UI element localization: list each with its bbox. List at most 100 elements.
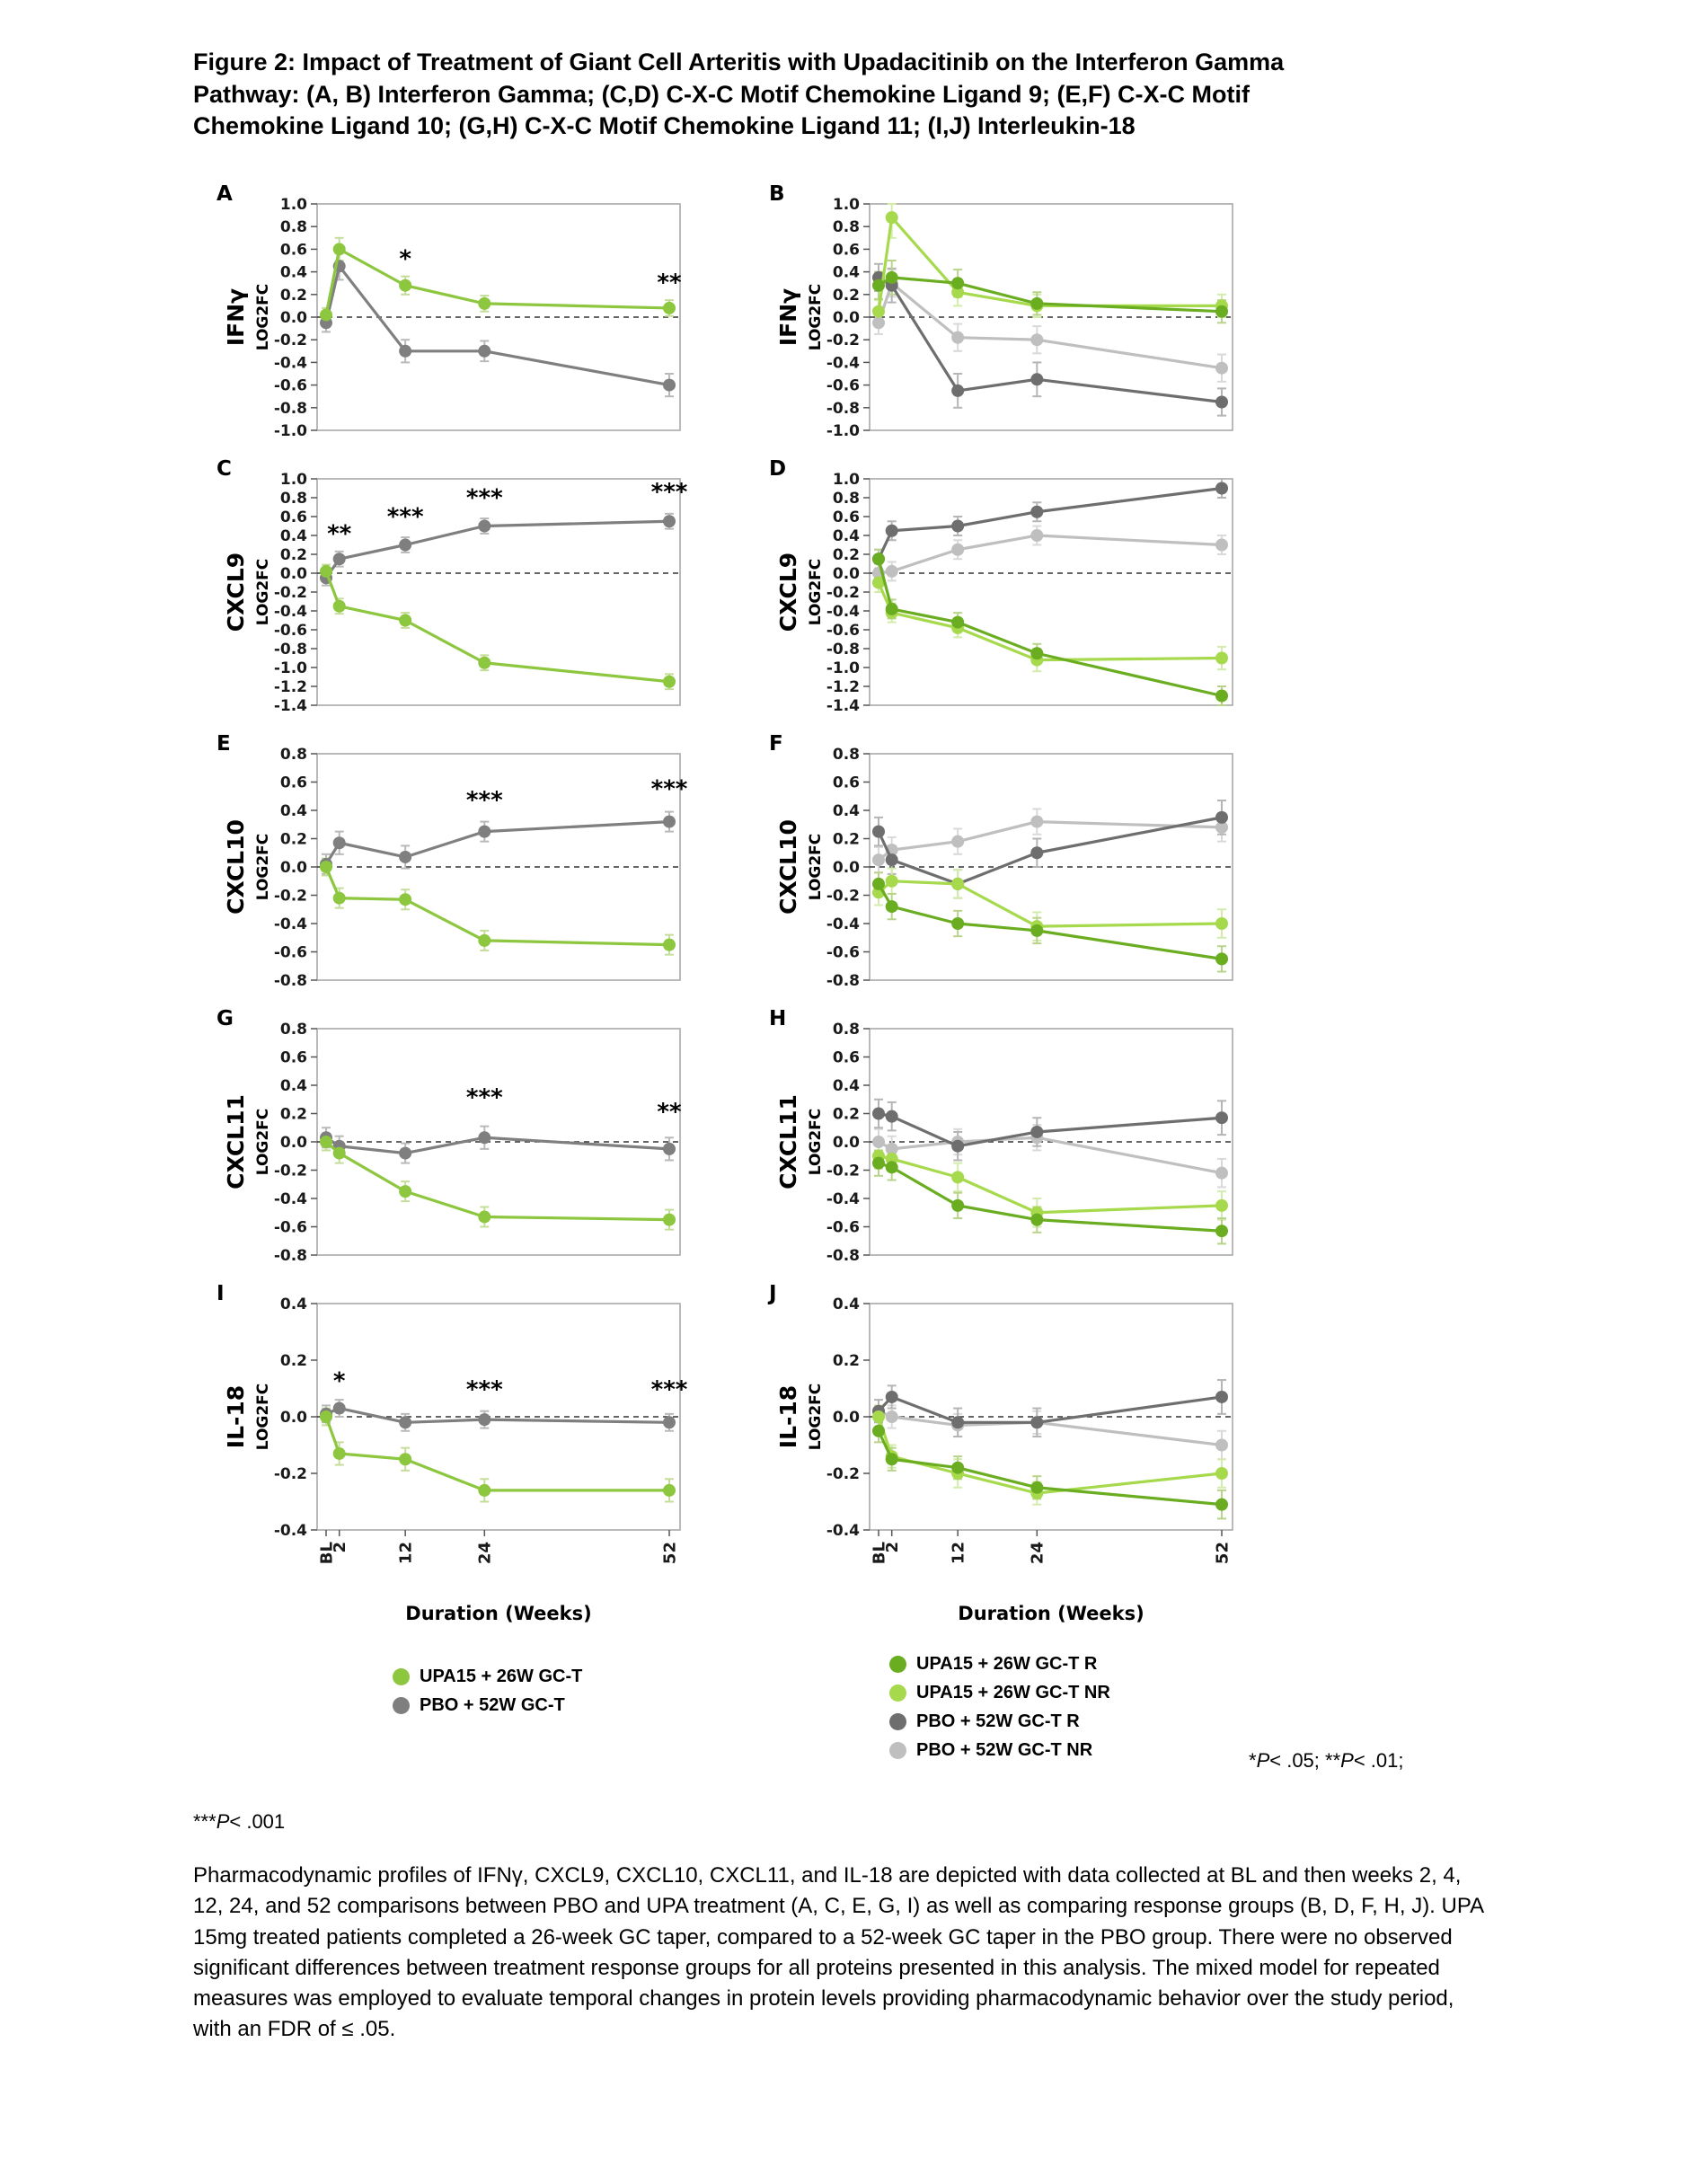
svg-text:BL: BL [317, 1542, 336, 1564]
svg-text:0.2: 0.2 [280, 546, 307, 564]
legend-item-pbo: PBO + 52W GC-T [393, 1695, 582, 1716]
svg-text:0.4: 0.4 [280, 1077, 307, 1095]
svg-text:0.6: 0.6 [280, 1048, 307, 1066]
svg-text:**: ** [657, 270, 682, 296]
svg-text:-0.6: -0.6 [274, 943, 307, 961]
legend-label-pbo-nr: PBO + 52W GC-T NR [916, 1739, 1093, 1760]
svg-text:CXCL9: CXCL9 [775, 553, 801, 632]
svg-text:-1.0: -1.0 [826, 422, 860, 440]
svg-text:0.0: 0.0 [280, 309, 307, 327]
svg-text:***: *** [387, 503, 424, 530]
svg-text:0.2: 0.2 [833, 546, 860, 564]
svg-text:-0.2: -0.2 [826, 1465, 860, 1483]
svg-text:*: * [333, 1367, 346, 1394]
svg-text:12: 12 [396, 1542, 415, 1564]
svg-text:-0.8: -0.8 [826, 1247, 860, 1265]
legend-label-upa-r: UPA15 + 26W GC-T R [916, 1653, 1098, 1674]
svg-text:-0.4: -0.4 [274, 354, 307, 372]
legend-label-pbo-r: PBO + 52W GC-T R [916, 1711, 1080, 1731]
svg-text:0.4: 0.4 [280, 802, 307, 820]
panel-G-chart: 0.80.60.40.20.0-0.2-0.4-0.6-0.8*****GCXC… [217, 1007, 682, 1265]
svg-text:24: 24 [1029, 1542, 1047, 1564]
svg-text:LOG2FC: LOG2FC [254, 284, 272, 351]
svg-text:0.4: 0.4 [833, 802, 860, 820]
upa-marker-icon [393, 1667, 410, 1685]
svg-text:Duration (Weeks): Duration (Weeks) [958, 1603, 1144, 1624]
svg-text:-0.6: -0.6 [826, 943, 860, 961]
svg-text:0.2: 0.2 [280, 1352, 307, 1370]
svg-text:E: E [217, 732, 231, 756]
svg-text:***: *** [651, 479, 687, 506]
svg-text:1.0: 1.0 [280, 471, 307, 489]
svg-text:-0.8: -0.8 [274, 972, 307, 990]
svg-text:-0.4: -0.4 [826, 603, 860, 621]
svg-text:0.8: 0.8 [833, 1021, 860, 1039]
svg-text:0.2: 0.2 [833, 287, 860, 305]
svg-text:B: B [769, 182, 785, 206]
svg-text:-0.4: -0.4 [826, 1522, 860, 1540]
svg-text:-0.2: -0.2 [274, 1162, 307, 1180]
svg-text:***: *** [466, 787, 503, 814]
svg-text:1.0: 1.0 [280, 196, 307, 214]
svg-text:I: I [217, 1282, 225, 1305]
svg-text:0.6: 0.6 [833, 241, 860, 259]
svg-text:IL-18: IL-18 [223, 1385, 249, 1448]
svg-text:J: J [767, 1282, 777, 1305]
svg-text:0.8: 0.8 [833, 490, 860, 508]
svg-text:G: G [217, 1007, 234, 1030]
legend-item-upa-r: UPA15 + 26W GC-T R [889, 1654, 1110, 1675]
svg-text:0.8: 0.8 [833, 746, 860, 764]
upa-nr-marker-icon [889, 1684, 906, 1702]
svg-text:**: ** [657, 1099, 682, 1126]
panel-C-chart: 1.00.80.60.40.20.0-0.2-0.4-0.6-0.8-1.0-1… [217, 457, 687, 715]
svg-text:F: F [769, 732, 783, 756]
svg-text:-0.2: -0.2 [826, 887, 860, 905]
svg-text:0.4: 0.4 [280, 1295, 307, 1313]
svg-text:0.6: 0.6 [280, 508, 307, 526]
svg-text:LOG2FC: LOG2FC [254, 1109, 272, 1176]
svg-text:0.8: 0.8 [280, 218, 307, 236]
svg-text:H: H [769, 1007, 786, 1030]
svg-text:0.2: 0.2 [833, 830, 860, 848]
svg-text:***: *** [466, 484, 503, 511]
pbo-nr-marker-icon [889, 1741, 906, 1759]
svg-text:-0.6: -0.6 [826, 1218, 860, 1236]
svg-text:***: *** [466, 1376, 503, 1403]
svg-text:-0.4: -0.4 [826, 915, 860, 933]
svg-text:2: 2 [331, 1542, 349, 1553]
svg-text:-1.0: -1.0 [274, 659, 307, 677]
upa-r-marker-icon [889, 1655, 906, 1673]
svg-text:-0.2: -0.2 [826, 1162, 860, 1180]
svg-text:-0.4: -0.4 [274, 603, 307, 621]
panel-B-chart: 1.0 0.8 0.6 0.4 0.2 0.0 -0.2 -0.4 -0.6 -0.8 -1.0 B I… [769, 182, 1233, 440]
svg-text:-0.2: -0.2 [274, 887, 307, 905]
svg-text:D: D [769, 457, 786, 481]
charts-grid: 1.0 0.8 0.6 0.4 0.2 0.0 -0.2 -0.4 -0.6 -0.8 -1.0 * *… [211, 181, 1514, 1632]
svg-text:0.0: 0.0 [833, 1409, 860, 1427]
svg-text:0.2: 0.2 [833, 1105, 860, 1123]
svg-text:LOG2FC: LOG2FC [254, 1384, 272, 1451]
svg-text:0.8: 0.8 [280, 490, 307, 508]
panel-I-chart: 0.4 0.2 0.0 -0.2 -0.4 BL2 12 24 52 Duration (Week… [217, 1282, 687, 1624]
legend-item-upa: UPA15 + 26W GC-T [393, 1667, 582, 1687]
svg-text:0.0: 0.0 [833, 1134, 860, 1152]
svg-text:0.0: 0.0 [833, 859, 860, 877]
svg-text:*: * [399, 245, 411, 272]
legend-item-pbo-r: PBO + 52W GC-T R [889, 1711, 1110, 1732]
legend-item-pbo-nr: PBO + 52W GC-T NR [889, 1740, 1110, 1761]
svg-text:**: ** [327, 520, 352, 547]
svg-text:-0.4: -0.4 [826, 1190, 860, 1208]
svg-text:-0.8: -0.8 [274, 1247, 307, 1265]
svg-text:-0.4: -0.4 [274, 1522, 307, 1540]
svg-text:***: *** [651, 1376, 687, 1403]
figure-2-page: Figure 2: Impact of Treatment of Giant C… [193, 0, 1514, 2046]
svg-text:-0.8: -0.8 [826, 972, 860, 990]
svg-text:CXCL10: CXCL10 [223, 819, 249, 915]
svg-text:0.2: 0.2 [280, 830, 307, 848]
svg-text:C: C [217, 457, 232, 481]
svg-text:0.4: 0.4 [833, 527, 860, 545]
svg-text:LOG2FC: LOG2FC [807, 559, 825, 626]
panel-J-chart: 0.4 0.2 0.0 -0.2 -0.4 BL2 12 24 52 Duration (Week… [767, 1282, 1233, 1624]
legend-area: UPA15 + 26W GC-T PBO + 52W GC-T UPA15 + … [193, 1654, 1514, 1798]
svg-text:Duration (Weeks): Duration (Weeks) [405, 1603, 591, 1624]
